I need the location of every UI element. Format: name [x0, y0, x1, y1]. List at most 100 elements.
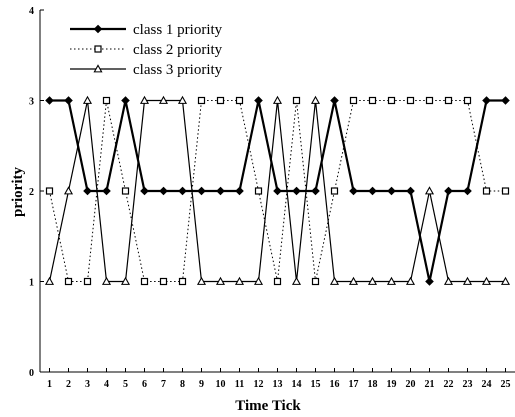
series-2-point: [254, 187, 263, 195]
series-2-point: [501, 187, 510, 195]
series-3-point: [158, 95, 169, 104]
series-1-point: [45, 96, 54, 105]
x-tick-label: 17: [349, 379, 359, 390]
x-tick-label: 12: [254, 379, 264, 390]
series-2-point: [425, 96, 434, 105]
series-3-point: [329, 276, 340, 285]
series-3-point: [443, 276, 454, 285]
x-tick-label: 25: [501, 379, 511, 390]
legend-swatch-marker: [94, 45, 102, 53]
y-tick-label: 2: [29, 187, 34, 198]
series-3-point: [215, 276, 226, 285]
series-2-point: [102, 96, 111, 105]
series-3-point: [481, 276, 492, 285]
legend-label: class 2 priority: [133, 42, 223, 58]
legend-item-1: class 1 priority: [70, 22, 223, 38]
x-tick-label: 1: [47, 379, 52, 390]
series-1-point: [102, 186, 111, 196]
series-1-point: [406, 186, 415, 196]
series-2-point: [463, 96, 472, 105]
series-1-point: [292, 186, 301, 196]
series-1-point: [197, 186, 206, 196]
series-2-point: [292, 96, 301, 105]
series-3-point: [253, 276, 264, 285]
x-tick-label: 15: [311, 379, 321, 390]
x-tick-label: 13: [273, 379, 283, 390]
series-1-point: [349, 186, 358, 196]
series-2-point: [216, 96, 225, 105]
x-tick-label: 6: [142, 379, 147, 390]
legend-swatch-marker: [93, 24, 103, 34]
series-1-point: [368, 186, 377, 196]
x-tick-label: 10: [216, 379, 226, 390]
series-1-point: [159, 186, 168, 196]
series-1-point: [140, 186, 149, 196]
series-1: [45, 96, 510, 286]
series-2-point: [64, 277, 73, 286]
legend-swatch-marker: [93, 64, 103, 73]
x-tick-label: 19: [387, 379, 397, 390]
series-2-point: [140, 277, 149, 286]
series-layer: [44, 95, 511, 286]
series-2-point: [83, 277, 92, 286]
series-2-point: [197, 96, 206, 105]
x-tick-label: 21: [425, 379, 435, 390]
series-1-point: [254, 96, 263, 105]
series-2-point: [406, 96, 415, 105]
series-1-point: [178, 186, 187, 196]
y-tick-label: 1: [29, 278, 34, 289]
series-3: [44, 95, 511, 285]
x-tick-label: 18: [368, 379, 378, 390]
series-2-point: [159, 277, 168, 286]
series-2-point: [482, 187, 491, 195]
series-3-point: [120, 276, 131, 285]
x-tick-label: 2: [66, 379, 71, 390]
x-tick-label: 16: [330, 379, 340, 390]
series-3-point: [424, 186, 435, 195]
series-3-point: [348, 276, 359, 285]
x-tick-label: 11: [235, 379, 244, 390]
series-3-point: [44, 276, 55, 285]
y-tick-label: 0: [29, 368, 34, 379]
series-1-point: [463, 186, 472, 196]
series-1-point: [387, 186, 396, 196]
series-3-point: [386, 276, 397, 285]
series-2-point: [387, 96, 396, 105]
legend: class 1 priority class 2 priority class 3 …: [70, 22, 223, 78]
series-3-point: [367, 276, 378, 285]
series-3-point: [234, 276, 245, 285]
series-2-point: [311, 277, 320, 286]
series-3-point: [196, 276, 207, 285]
legend-item-3: class 3 priority: [70, 62, 223, 78]
x-tick-label: 9: [199, 379, 204, 390]
y-axis-label: priority: [10, 167, 26, 217]
series-1-point: [311, 186, 320, 196]
series-3-point: [291, 276, 302, 285]
y-tick-label: 4: [29, 6, 34, 17]
series-1-point: [121, 96, 130, 105]
series-3-point: [462, 276, 473, 285]
series-3-point: [405, 276, 416, 285]
series-3-point: [63, 186, 74, 195]
x-axis-label: Time Tick: [235, 398, 301, 414]
x-tick-label: 7: [161, 379, 166, 390]
legend-item-2: class 2 priority: [70, 42, 223, 58]
y-tick-label: 3: [29, 97, 34, 108]
series-1-point: [444, 186, 453, 196]
series-1-point: [425, 277, 434, 286]
series-1-point: [235, 186, 244, 196]
x-tick-label: 22: [444, 379, 454, 390]
series-2-point: [349, 96, 358, 105]
x-tick-label: 5: [123, 379, 128, 390]
series-2-point: [330, 187, 339, 195]
series-3-point: [272, 95, 283, 104]
series-1-point: [330, 96, 339, 105]
series-1-point: [482, 96, 491, 105]
series-3-point: [500, 276, 511, 285]
series-3-point: [82, 95, 93, 104]
series-1-point: [273, 186, 282, 196]
series-3-point: [139, 95, 150, 104]
series-2-point: [121, 187, 130, 195]
